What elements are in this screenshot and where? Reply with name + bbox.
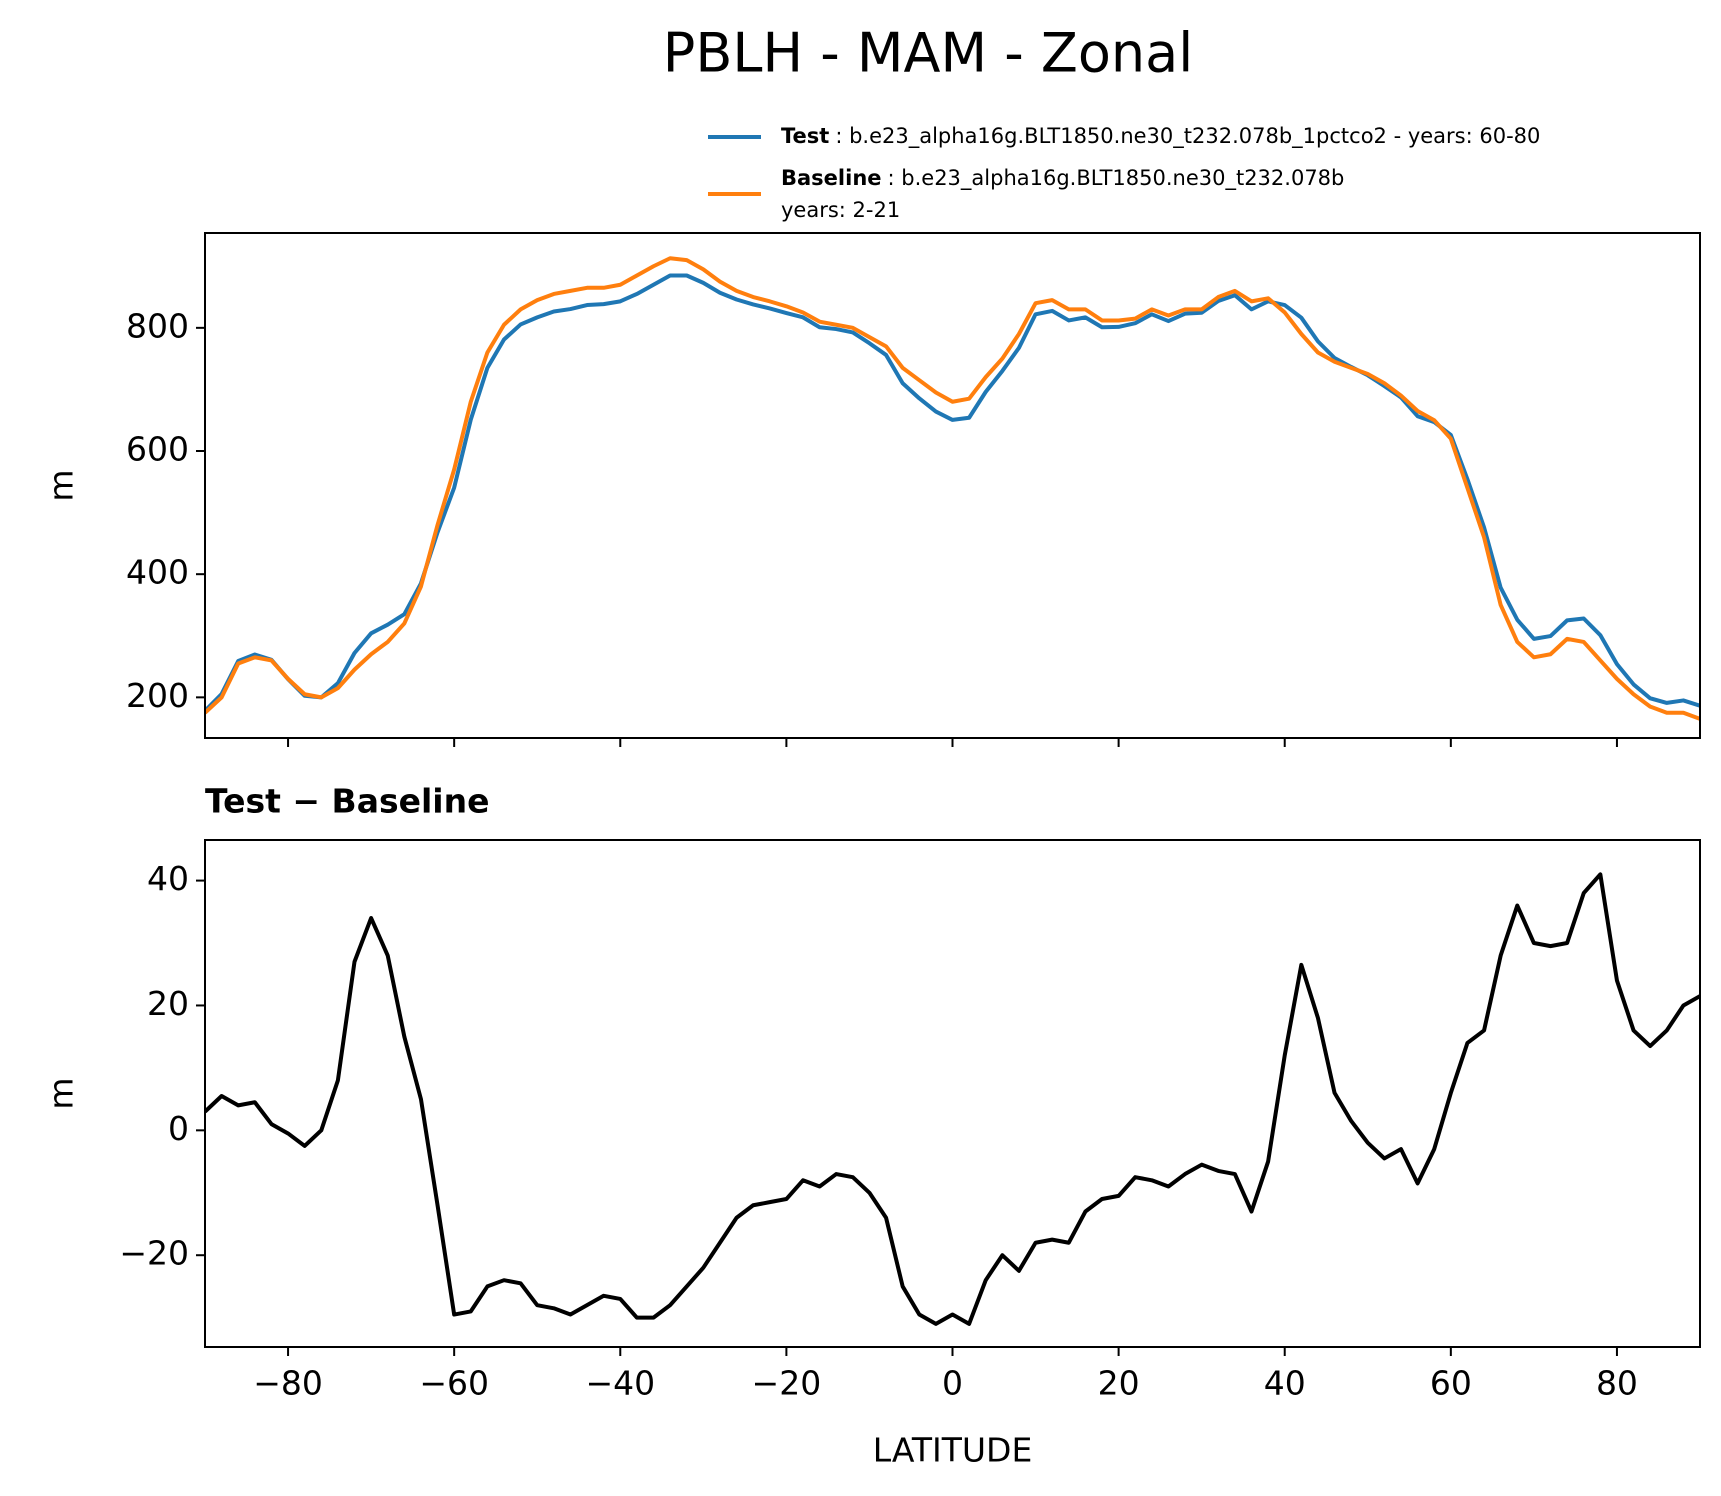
x-tick-label: −80 xyxy=(253,1364,323,1403)
y-tick-label: 800 xyxy=(126,306,189,345)
y-tick-label: 600 xyxy=(126,430,189,469)
x-tick-label: −60 xyxy=(419,1364,489,1403)
x-tick-label: 0 xyxy=(942,1364,963,1403)
x-tick-label: 60 xyxy=(1430,1364,1472,1403)
legend-name: Test xyxy=(781,124,829,148)
y-tick-label: 200 xyxy=(126,676,189,715)
axes-frame xyxy=(204,839,1701,1348)
y-tick-label: 0 xyxy=(168,1109,189,1148)
series-line xyxy=(205,872,1700,1326)
x-tick-label: 80 xyxy=(1596,1364,1638,1403)
y-tick-label: 400 xyxy=(126,553,189,592)
series-line xyxy=(205,273,1700,713)
legend-text: years: 2-21 xyxy=(781,198,900,222)
legend-text: : b.e23_alpha16g.BLT1850.ne30_t232.078b xyxy=(888,166,1345,191)
x-axis-label: LATITUDE xyxy=(873,1431,1033,1470)
y-axis-label: m xyxy=(42,1077,81,1109)
y-tick-label: 40 xyxy=(147,859,189,898)
x-tick-label: −20 xyxy=(752,1364,822,1403)
plot-area xyxy=(205,872,1700,1326)
x-tick-label: −40 xyxy=(585,1364,655,1403)
series-line xyxy=(205,256,1700,721)
legend-text: : b.e23_alpha16g.BLT1850.ne30_t232.078b_… xyxy=(835,124,1540,149)
plot-area xyxy=(205,256,1700,721)
axes-frame xyxy=(204,232,1701,739)
y-axis-label: m xyxy=(42,469,81,501)
y-tick-label: −20 xyxy=(119,1234,189,1273)
figure-title: PBLH - MAM - Zonal xyxy=(663,22,1193,85)
y-tick-label: 20 xyxy=(147,984,189,1023)
x-tick-label: 20 xyxy=(1098,1364,1140,1403)
panel-title: Test − Baseline xyxy=(205,782,490,821)
x-tick-label: 40 xyxy=(1264,1364,1306,1403)
legend-name: Baseline xyxy=(781,166,882,190)
